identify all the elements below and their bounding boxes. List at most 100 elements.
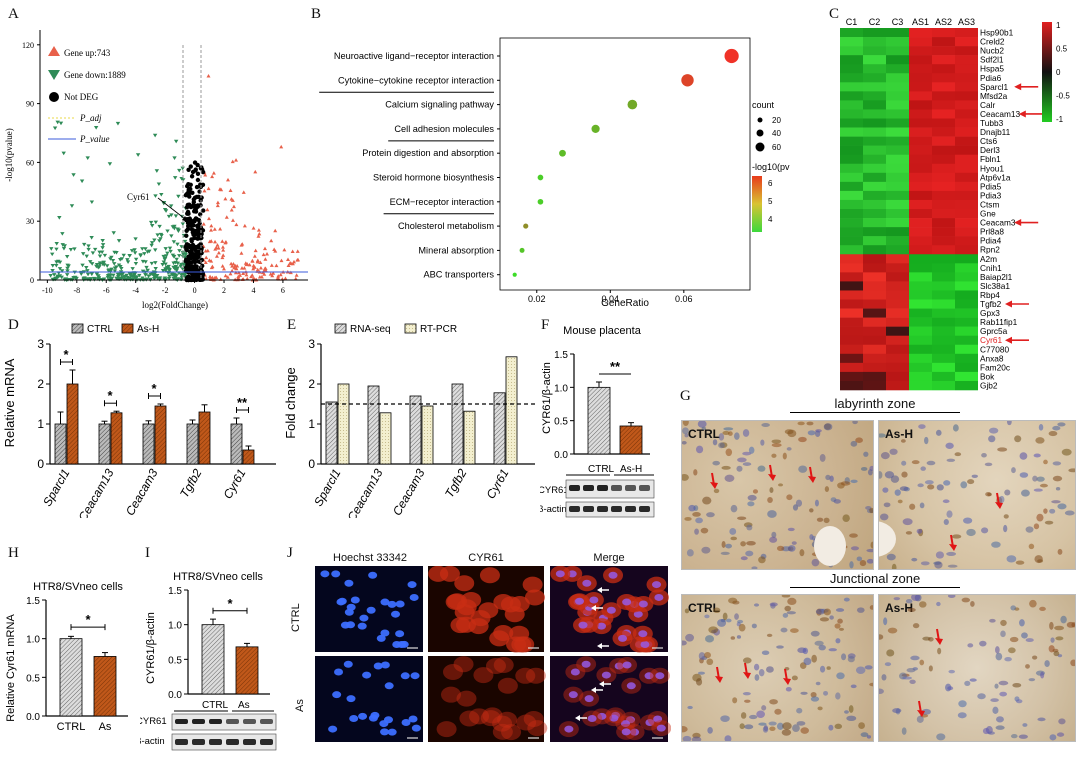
bubble-term-label: Steroid hormone biosynthesis <box>373 173 494 183</box>
ihc-cell-nucleus <box>787 545 796 552</box>
fluor-cyr61-cell <box>453 656 474 673</box>
ihc-cell-nucleus <box>916 715 924 723</box>
volcano-point-up <box>203 260 208 264</box>
fluor-col-cyr61: CYR61 <box>468 552 504 564</box>
volcano-point-up <box>214 245 219 250</box>
chart-i-group-ctrl: CTRL <box>202 700 229 711</box>
heatmap-cell <box>909 199 932 210</box>
heatmap-cell <box>932 344 955 355</box>
chart-i-blot-label: β-actin <box>140 736 165 747</box>
ihc-cell-nucleus <box>725 543 732 549</box>
volcano-point-down <box>49 247 54 251</box>
ihc-cell-nucleus <box>767 496 773 504</box>
ihc-texture-junctional-ash <box>879 595 1075 741</box>
chart-f-ylabel: CYR61/β-actin <box>541 362 553 434</box>
heatmap-cell <box>955 91 978 101</box>
ihc-red-arrowhead-icon <box>935 638 943 645</box>
ihc-cell-nucleus <box>722 430 730 435</box>
ihc-cell-nucleus <box>701 426 706 431</box>
heatmap-column-label: C1 <box>846 17 858 27</box>
chart-e-xtick-label: Ceacam13 <box>344 466 385 518</box>
volcano-ytick-label: 90 <box>26 100 34 109</box>
volcano-point-down <box>140 269 146 274</box>
volcano-point-up <box>282 247 287 252</box>
volcano-point-up <box>256 234 261 238</box>
ihc-label-labyrinth-ctrl: CTRL <box>688 427 720 441</box>
chart-f-band-actin <box>569 506 580 512</box>
volcano-point-notdeg <box>185 262 190 268</box>
volcano-point-down <box>79 179 85 184</box>
heatmap-cell <box>886 172 909 183</box>
ihc-cell-nucleus <box>892 708 902 714</box>
heatmap-cell <box>909 218 932 228</box>
heatmap-cell <box>863 163 886 174</box>
heatmap-gene-label: Creld2 <box>980 37 1005 47</box>
volcano-point-up <box>288 261 293 265</box>
ihc-cell-nucleus <box>947 564 958 568</box>
chart-i-title: HTR8/SVneo cells <box>173 571 263 583</box>
volcano-point-down <box>153 261 158 265</box>
ihc-cell-nucleus <box>901 471 908 478</box>
volcano-point-down <box>183 252 188 256</box>
heatmap-cell <box>932 227 955 237</box>
volcano-point-up <box>205 207 210 212</box>
ihc-cell-nucleus <box>924 480 934 485</box>
heatmap-gene-label: Rpn2 <box>980 245 1000 255</box>
ihc-cell-nucleus <box>847 656 855 663</box>
bubble-color-legend-5: 5 <box>768 197 773 206</box>
bubble-xtick-label: 0.06 <box>675 294 693 304</box>
volcano-point-up <box>255 267 260 272</box>
volcano-xtick-label: 6 <box>281 286 285 295</box>
ihc-red-arrowhead-icon <box>949 544 957 551</box>
volcano-point-down <box>80 263 85 268</box>
ihc-cell-nucleus <box>810 696 820 702</box>
volcano-point-up <box>206 186 211 191</box>
volcano-point-down <box>124 273 129 278</box>
fluor-nucleus <box>587 714 597 722</box>
ihc-cell-nucleus <box>712 460 720 466</box>
volcano-point-notdeg <box>187 249 193 255</box>
volcano-point-down <box>161 201 166 206</box>
volcano-point-down <box>121 253 126 258</box>
heatmap-cell <box>909 100 932 110</box>
ihc-cell-nucleus <box>981 453 987 458</box>
chart-i-ylabel: CYR61/β-actin <box>145 612 157 684</box>
volcano-point-up <box>216 250 221 255</box>
ihc-cell-nucleus <box>945 442 954 449</box>
ihc-cell-nucleus <box>684 433 689 438</box>
fluor-nucleus <box>408 715 418 723</box>
chart-e-bar-rtpcr <box>505 356 518 465</box>
volcano-point-down <box>178 277 184 282</box>
heatmap-gene-label: Tubb3 <box>980 118 1004 128</box>
ihc-cell-nucleus <box>990 698 999 703</box>
chart-d-xtick-label: Tgfb2 <box>177 466 205 500</box>
volcano-point-up <box>212 227 217 231</box>
ihc-cell-nucleus <box>806 421 814 426</box>
fluor-nucleus <box>366 606 376 614</box>
fluor-nucleus <box>645 719 655 727</box>
volcano-point-down <box>115 277 120 281</box>
ihc-cell-nucleus <box>824 486 830 492</box>
chart-f-ytick-label: 1.5 <box>554 350 568 361</box>
ihc-cell-nucleus <box>1071 622 1075 628</box>
volcano-point-down <box>176 194 181 199</box>
volcano-point-down <box>149 243 154 248</box>
ihc-cell-nucleus <box>768 721 777 726</box>
ihc-cell-nucleus <box>1012 682 1022 688</box>
ihc-cell-nucleus <box>730 536 738 541</box>
ihc-cell-nucleus <box>836 672 845 680</box>
volcano-point-up <box>208 274 213 279</box>
heatmap-cell <box>909 118 932 128</box>
fluor-nucleus <box>334 668 344 676</box>
heatmap-cell <box>863 154 886 165</box>
fluor-col-hoechst: Hoechst 33342 <box>333 552 407 564</box>
ihc-cell-nucleus <box>1056 732 1065 737</box>
ihc-cell-nucleus <box>747 494 757 501</box>
volcano-point-down <box>163 256 168 261</box>
heatmap-cell <box>863 227 886 237</box>
panel-letter-b: B <box>311 6 322 22</box>
fluor-nucleus <box>331 570 341 578</box>
ihc-cell-nucleus <box>737 516 747 521</box>
ihc-cell-nucleus <box>838 627 844 631</box>
volcano-point-down <box>158 237 163 241</box>
